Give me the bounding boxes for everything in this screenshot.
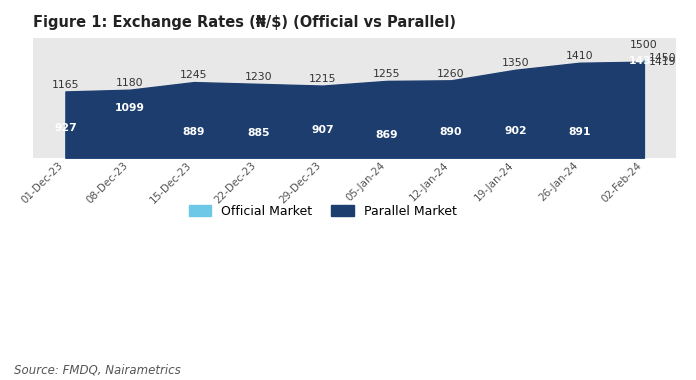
Text: 1215: 1215 — [309, 74, 336, 84]
Legend: Official Market, Parallel Market: Official Market, Parallel Market — [184, 200, 461, 223]
Text: 1165: 1165 — [52, 80, 79, 90]
Text: 1245: 1245 — [180, 70, 207, 80]
Text: 927: 927 — [54, 123, 77, 133]
Text: 1255: 1255 — [373, 69, 400, 79]
Text: 891: 891 — [569, 127, 591, 137]
Text: 1450: 1450 — [649, 53, 677, 63]
Text: 1350: 1350 — [502, 58, 529, 68]
Text: 902: 902 — [504, 126, 527, 136]
Text: 1500: 1500 — [630, 40, 658, 51]
Text: Figure 1: Exchange Rates (₦/$) (Official vs Parallel): Figure 1: Exchange Rates (₦/$) (Official… — [33, 15, 457, 30]
Text: 869: 869 — [375, 130, 398, 140]
Text: 890: 890 — [440, 127, 462, 137]
Text: Source: FMDQ, Nairametrics: Source: FMDQ, Nairametrics — [14, 363, 181, 376]
Text: 1419: 1419 — [649, 57, 677, 66]
Text: 1230: 1230 — [244, 72, 272, 82]
Text: 907: 907 — [311, 125, 334, 135]
Text: 885: 885 — [247, 128, 269, 138]
Text: 1435: 1435 — [628, 56, 659, 66]
Text: 1260: 1260 — [437, 68, 465, 79]
Text: 1099: 1099 — [115, 103, 145, 113]
Text: 889: 889 — [183, 127, 205, 137]
Text: 1180: 1180 — [116, 78, 143, 88]
Text: 1410: 1410 — [566, 51, 594, 61]
